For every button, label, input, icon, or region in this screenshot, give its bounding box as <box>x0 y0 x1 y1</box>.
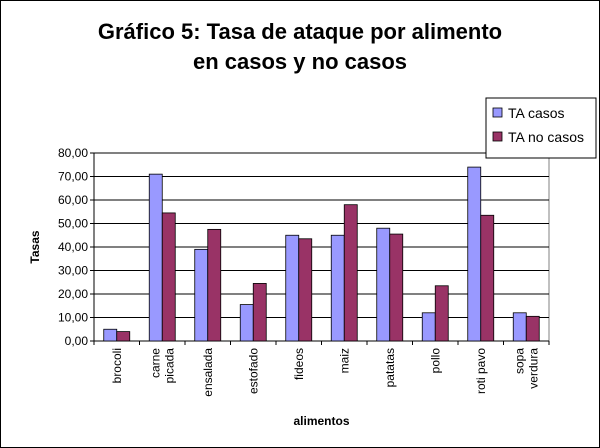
y-tick-label: 10,00 <box>58 311 88 325</box>
legend-swatch-ta-casos <box>492 107 503 118</box>
y-tick-label: 80,00 <box>58 146 88 160</box>
bar-ta-no-casos-roti-pavo <box>480 214 495 342</box>
bar-ta-casos-ensalada <box>194 248 209 342</box>
bar-ta-no-casos-estofado <box>252 283 267 342</box>
bar-ta-casos-sopa-verdura <box>512 312 527 342</box>
bar-ta-no-casos-fideos <box>298 238 313 342</box>
y-tick-label: 40,00 <box>58 240 88 254</box>
x-tick-label-estofado: estofado <box>246 348 260 394</box>
y-tick-labels: 0,00 10,00 20,00 30,00 40,00 50,00 60,00 70,00 8… <box>58 146 88 348</box>
chart-title-line-1: Gráfico 5: Tasa de ataque por alimento <box>98 19 502 44</box>
x-tick-label-patatas: patatas <box>383 348 397 387</box>
bar-ta-no-casos-maiz <box>343 204 358 342</box>
x-tick-label-carne-picada: carnepicada <box>148 348 176 384</box>
bar-ta-no-casos-brocoli <box>116 331 131 342</box>
bar-ta-no-casos-pollo <box>434 285 449 342</box>
bar-ta-casos-roti-pavo <box>467 166 482 342</box>
y-tick-label: 60,00 <box>58 193 88 207</box>
x-axis-title: alimentos <box>293 414 349 428</box>
chart-title-line-2: en casos y no casos <box>193 49 407 74</box>
bar-ta-casos-estofado <box>239 304 254 342</box>
legend-label-ta-casos: TA casos <box>508 105 565 121</box>
bar-ta-casos-fideos <box>285 234 300 342</box>
x-tick-label-maiz: maiz <box>337 348 351 373</box>
bar-ta-casos-brocoli <box>103 328 118 342</box>
y-tick-label: 0,00 <box>65 334 89 348</box>
bar-ta-no-casos-carne-picada <box>161 212 176 342</box>
bar-ta-no-casos-ensalada <box>207 228 222 342</box>
legend-box <box>485 97 597 159</box>
x-tick-label-pollo: pollo <box>428 348 442 374</box>
x-tick-label-sopa-verdura: sopaverdura <box>512 348 540 389</box>
x-tick-labels: brocoli carnepicada ensalada estofado fideos… <box>110 348 541 397</box>
bars <box>103 166 540 342</box>
bar-ta-no-casos-sopa-verdura <box>525 315 540 342</box>
bar-ta-casos-maiz <box>330 234 345 342</box>
y-axis-title: Tasas <box>28 230 42 263</box>
x-tick-label-ensalada: ensalada <box>201 348 215 397</box>
y-tick-label: 20,00 <box>58 287 88 301</box>
bar-ta-casos-pollo <box>421 312 436 342</box>
bar-ta-no-casos-patatas <box>389 233 404 342</box>
legend: TA casos TA no casos <box>485 97 597 159</box>
y-tick-label: 50,00 <box>58 217 88 231</box>
x-tick-label-fideos: fideos <box>292 348 306 380</box>
bar-ta-casos-carne-picada <box>148 173 163 342</box>
legend-label-ta-no-casos: TA no casos <box>508 129 584 145</box>
y-tick-label: 30,00 <box>58 264 88 278</box>
bar-ta-casos-patatas <box>376 227 391 342</box>
x-tick-label-roti-pavo: roti pavo <box>474 348 488 394</box>
y-tick-label: 70,00 <box>58 170 88 184</box>
legend-swatch-ta-no-casos <box>492 131 503 142</box>
x-tick-label-brocoli: brocoli <box>110 348 124 383</box>
